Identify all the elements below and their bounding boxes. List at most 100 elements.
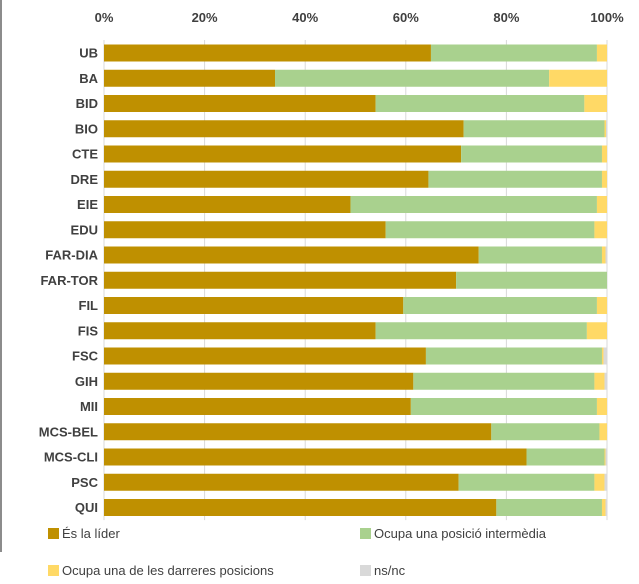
bar-segment-0	[104, 297, 404, 314]
legend-label: ns/nc	[374, 563, 406, 578]
bar-segment-0	[104, 423, 492, 441]
bar-segment-1	[375, 322, 587, 340]
bar-segment-3	[605, 120, 607, 138]
bar-segment-0	[104, 271, 457, 289]
bar-segment-1	[385, 221, 595, 239]
category-label: FIS	[78, 323, 99, 338]
x-tick-label: 0%	[95, 10, 114, 25]
bar-segment-0	[104, 170, 429, 188]
x-tick-label: 40%	[292, 10, 318, 25]
category-label: MCS-CLI	[44, 450, 98, 465]
bar-segment-1	[458, 473, 595, 491]
bar-segment-3	[604, 473, 607, 491]
bar-segment-2	[604, 448, 606, 466]
bar-segment-1	[350, 196, 597, 213]
category-label: BIO	[75, 121, 98, 136]
bar-segment-2	[596, 297, 607, 314]
bar-segment-1	[425, 347, 602, 365]
bar-segment-2	[594, 473, 605, 491]
bar-segment-0	[104, 347, 426, 365]
bar-segment-3	[605, 499, 607, 516]
bar-segment-1	[275, 69, 550, 87]
bar-segment-0	[104, 221, 386, 239]
bar-segment-1	[403, 297, 597, 314]
category-label: PSC	[71, 475, 98, 490]
bar-segment-1	[375, 95, 585, 112]
category-label: CTE	[72, 147, 98, 162]
bar-segment-2	[601, 347, 604, 365]
bar-segment-0	[104, 145, 462, 163]
legend-swatch	[48, 528, 59, 539]
bar-segment-2	[601, 246, 606, 264]
bar-segment-3	[605, 448, 607, 466]
x-tick-label: 80%	[493, 10, 519, 25]
bars	[104, 44, 607, 516]
legend-label: Ocupa una de les darreres posicions	[62, 563, 274, 578]
category-label: BID	[76, 96, 98, 111]
bar-segment-0	[104, 448, 527, 466]
bar-segment-1	[430, 44, 597, 62]
bar-segment-1	[461, 145, 602, 163]
category-label: QUI	[75, 500, 98, 515]
category-label: EIE	[77, 197, 98, 212]
legend-swatch	[48, 565, 59, 576]
bar-segment-2	[601, 170, 607, 188]
category-label: FAR-TOR	[40, 273, 98, 288]
bar-segment-1	[526, 448, 605, 466]
bar-segment-2	[596, 398, 607, 415]
category-label: FSC	[72, 349, 99, 364]
x-tick-label: 60%	[393, 10, 419, 25]
legend: És la líder Ocupa una posició intermèdia O…	[48, 526, 547, 578]
legend-swatch	[360, 565, 371, 576]
x-tick-label: 100%	[590, 10, 624, 25]
category-label: UB	[79, 46, 98, 61]
bar-segment-0	[104, 398, 411, 415]
bar-segment-0	[104, 499, 497, 516]
bar-segment-1	[413, 372, 595, 390]
bar-segment-0	[104, 196, 351, 213]
bar-segment-1	[410, 398, 597, 415]
bar-segment-0	[104, 120, 464, 138]
left-border-rule	[0, 0, 2, 552]
bar-segment-3	[603, 347, 607, 365]
category-label: GIH	[75, 374, 98, 389]
category-label: EDU	[71, 222, 98, 237]
legend-label: Ocupa una posició intermèdia	[374, 526, 547, 541]
bar-segment-0	[104, 473, 459, 491]
category-labels: UB BA BID BIO CTE DRE EIE EDU FAR-DIA FAR-TOR FIL F…	[39, 46, 99, 516]
bar-segment-0	[104, 95, 376, 112]
bar-segment-2	[594, 221, 607, 239]
bar-segment-3	[604, 372, 607, 390]
legend-label: És la líder	[62, 526, 120, 541]
bar-segment-2	[596, 196, 607, 213]
bar-segment-0	[104, 246, 479, 264]
category-label: MII	[80, 399, 98, 414]
bar-segment-2	[594, 372, 605, 390]
bar-segment-2	[601, 499, 606, 516]
bar-segment-2	[599, 423, 607, 441]
bar-segment-0	[104, 69, 276, 87]
bar-segment-2	[584, 95, 607, 112]
bar-segment-2	[601, 145, 607, 163]
bar-segment-1	[463, 120, 605, 138]
bar-segment-0	[104, 44, 431, 62]
bar-segment-2	[549, 69, 607, 87]
category-label: BA	[79, 71, 98, 86]
legend-swatch	[360, 528, 371, 539]
bar-segment-1	[496, 499, 602, 516]
bar-segment-2	[604, 120, 606, 138]
bar-segment-3	[605, 246, 607, 264]
bar-segment-1	[428, 170, 602, 188]
bar-segment-0	[104, 372, 414, 390]
bar-segment-1	[456, 271, 607, 289]
bar-segment-1	[491, 423, 600, 441]
bar-segment-2	[586, 322, 607, 340]
category-label: FAR-DIA	[45, 248, 98, 263]
category-label: FIL	[79, 298, 99, 313]
bar-segment-0	[104, 322, 376, 340]
bar-segment-1	[478, 246, 602, 264]
x-tick-label: 20%	[192, 10, 218, 25]
bar-segment-2	[596, 44, 607, 62]
x-axis-ticks: 0% 20% 40% 60% 80% 100%	[95, 10, 624, 25]
